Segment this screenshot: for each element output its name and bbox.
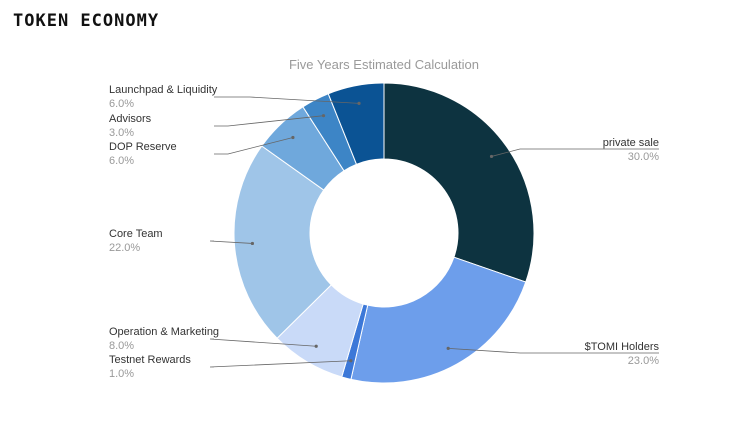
leader-dot-tomi-holders — [446, 346, 450, 350]
leader-dot-core-team — [250, 241, 255, 246]
slice-tomi-holders — [350, 256, 527, 384]
page-title: TOKEN ECONOMY — [13, 11, 160, 31]
slice-label-core-team: Core Team — [109, 228, 163, 240]
leader-dot-private-sale — [489, 154, 494, 159]
leader-line-operation-marketing — [209, 338, 317, 347]
slice-percent-operation-marketing: 8.0% — [109, 340, 134, 352]
leader-dot-testnet-rewards — [349, 359, 353, 363]
chart-title: Five Years Estimated Calculation — [289, 57, 479, 72]
slice-private-sale — [383, 82, 535, 283]
slice-label-launchpad-liquidity: Launchpad & Liquidity — [109, 84, 218, 96]
leader-lines — [209, 96, 659, 368]
leader-line-dop-reserve — [214, 137, 294, 155]
slice-label-dop-reserve: DOP Reserve — [109, 141, 177, 153]
slice-label-advisors: Advisors — [109, 113, 152, 125]
leader-line-private-sale — [491, 148, 659, 157]
leader-line-advisors — [214, 115, 324, 127]
donut-slices — [233, 82, 535, 384]
slice-percent-private-sale: 30.0% — [628, 151, 659, 163]
leader-line-launchpad-liquidity — [214, 96, 360, 104]
slice-percent-launchpad-liquidity: 6.0% — [109, 98, 134, 110]
slice-labels: private sale 30.0% $TOMI Holders 23.0% Testn… — [109, 84, 659, 380]
slice-label-testnet-rewards: Testnet Rewards — [109, 354, 191, 366]
slice-percent-core-team: 22.0% — [109, 242, 140, 254]
slice-label-private-sale: private sale — [603, 137, 659, 149]
leader-dot-launchpad-liquidity — [357, 101, 361, 105]
leader-line-testnet-rewards — [209, 360, 351, 368]
slice-launchpad-liquidity — [327, 82, 385, 165]
slice-percent-advisors: 3.0% — [109, 127, 134, 139]
slice-label-tomi-holders: $TOMI Holders — [585, 341, 660, 353]
slice-percent-tomi-holders: 23.0% — [628, 355, 659, 367]
slice-core-team — [233, 145, 332, 339]
slice-percent-dop-reserve: 6.0% — [109, 155, 134, 167]
leader-dot-advisors — [321, 114, 326, 118]
leader-dot-operation-marketing — [314, 344, 318, 348]
slice-percent-testnet-rewards: 1.0% — [109, 368, 134, 380]
leader-line-core-team — [209, 240, 253, 244]
slice-label-operation-marketing: Operation & Marketing — [109, 326, 219, 338]
leader-dot-dop-reserve — [291, 135, 295, 140]
leader-line-tomi-holders — [448, 347, 659, 354]
